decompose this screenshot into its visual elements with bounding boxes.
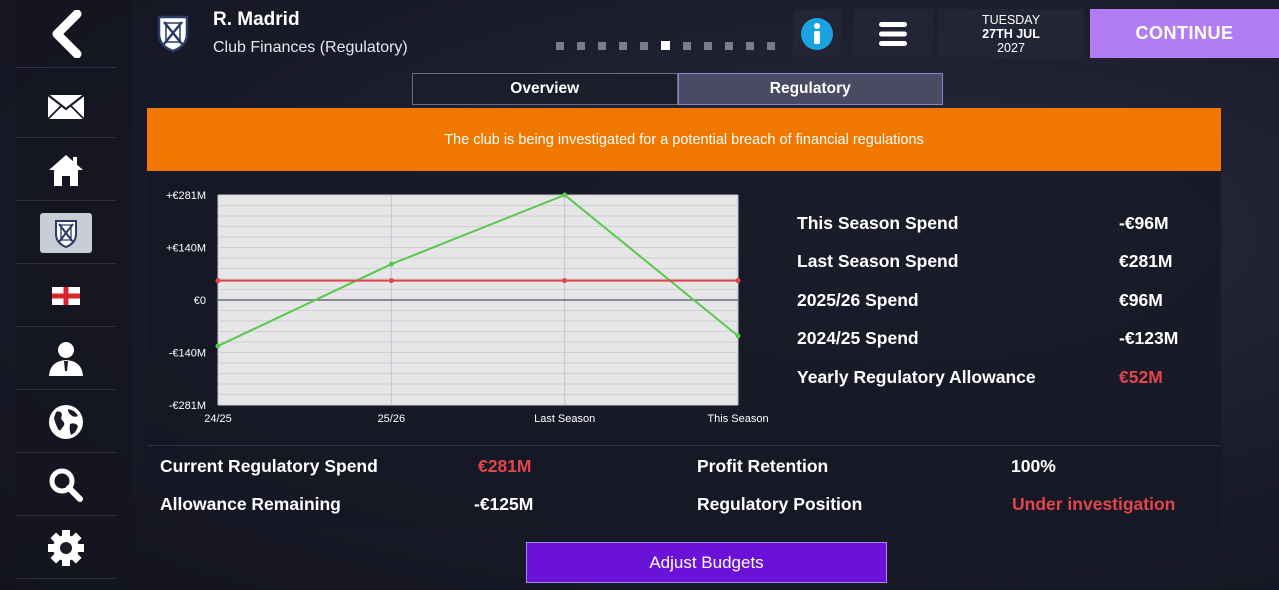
adjust-budgets-button[interactable]: Adjust Budgets bbox=[526, 542, 887, 583]
profit-retention-value: 100% bbox=[1011, 456, 1056, 476]
divider bbox=[147, 445, 1221, 446]
page-dot bbox=[767, 42, 775, 50]
page-indicator bbox=[556, 41, 775, 50]
page-dot bbox=[619, 42, 627, 50]
england-flag-icon bbox=[52, 286, 80, 305]
club-crest-icon bbox=[157, 15, 189, 53]
sidebar-item-inbox[interactable] bbox=[16, 76, 116, 138]
data-point bbox=[562, 278, 568, 284]
stat-value: -€123M bbox=[1119, 328, 1179, 348]
y-tick-label: €0 bbox=[194, 295, 206, 307]
date-day: TUESDAY bbox=[981, 13, 1041, 27]
regulatory-position-value: Under investigation bbox=[1012, 494, 1176, 514]
club-name: R. Madrid bbox=[213, 9, 300, 30]
data-point bbox=[388, 278, 394, 284]
stat-value: €281M bbox=[1119, 251, 1173, 271]
hamburger-menu-icon bbox=[879, 21, 907, 46]
y-tick-label: +€281M bbox=[166, 190, 206, 202]
page-dot bbox=[746, 42, 754, 50]
regulatory-position-label: Regulatory Position bbox=[697, 494, 863, 514]
page-dot bbox=[556, 42, 564, 50]
allowance-remaining-label: Allowance Remaining bbox=[160, 494, 341, 514]
mail-icon bbox=[47, 93, 85, 120]
sidebar-item-search[interactable] bbox=[16, 454, 116, 516]
home-icon bbox=[49, 154, 83, 186]
data-point bbox=[735, 333, 741, 339]
x-tick-label: 24/25 bbox=[204, 413, 232, 425]
sidebar-item-nation[interactable] bbox=[16, 265, 116, 327]
stat-label: 2024/25 Spend bbox=[797, 328, 919, 348]
x-tick-label: This Season bbox=[707, 413, 768, 425]
data-point bbox=[215, 343, 221, 349]
page-dot bbox=[577, 42, 585, 50]
sidebar-item-manager[interactable] bbox=[16, 328, 116, 390]
y-tick-label: +€140M bbox=[166, 243, 206, 255]
date-year: 2027 bbox=[997, 41, 1025, 55]
menu-button[interactable] bbox=[853, 9, 933, 58]
stat-row: 2025/26 Spend €96M bbox=[797, 290, 1197, 311]
game-date: TUESDAY 27TH JUL 2027 bbox=[938, 9, 1084, 58]
page-dot bbox=[725, 42, 733, 50]
search-icon bbox=[49, 468, 83, 502]
club-crest bbox=[156, 14, 190, 57]
profit-retention-label: Profit Retention bbox=[697, 456, 829, 476]
page-dot bbox=[598, 42, 606, 50]
stat-label: Last Season Spend bbox=[797, 251, 959, 271]
tab-overview[interactable]: Overview bbox=[412, 73, 678, 105]
page-dot bbox=[640, 42, 648, 50]
investigation-banner: The club is being investigated for a pot… bbox=[147, 108, 1221, 171]
settings-icon bbox=[48, 529, 84, 566]
info-icon bbox=[801, 17, 833, 50]
sidebar-item-home[interactable] bbox=[16, 139, 116, 201]
y-tick-label: -€281M bbox=[169, 400, 206, 412]
stat-value: €52M bbox=[1119, 367, 1163, 387]
sidebar bbox=[16, 0, 132, 590]
stat-label: This Season Spend bbox=[797, 213, 959, 233]
stat-label: Yearly Regulatory Allowance bbox=[797, 367, 1036, 387]
allowance-remaining-value: -€125M bbox=[474, 494, 534, 514]
continue-button[interactable]: CONTINUE bbox=[1090, 9, 1279, 58]
stat-row: Yearly Regulatory Allowance €52M bbox=[797, 367, 1197, 388]
data-point bbox=[388, 261, 394, 267]
stat-label: 2025/26 Spend bbox=[797, 290, 919, 310]
page-dot bbox=[683, 42, 691, 50]
current-spend-value: €281M bbox=[478, 456, 532, 476]
page-dot bbox=[704, 42, 712, 50]
back-icon bbox=[52, 9, 82, 58]
stat-value: €96M bbox=[1119, 290, 1163, 310]
globe-icon bbox=[49, 404, 83, 439]
stat-row: This Season Spend -€96M bbox=[797, 213, 1197, 234]
page-title: Club Finances (Regulatory) bbox=[213, 39, 408, 56]
sidebar-item-settings[interactable] bbox=[16, 517, 116, 579]
date-date: 27TH JUL bbox=[982, 27, 1040, 41]
info-button[interactable] bbox=[793, 9, 841, 58]
back-button[interactable] bbox=[16, 0, 116, 68]
current-spend-label: Current Regulatory Spend bbox=[160, 456, 378, 476]
series-line bbox=[217, 193, 739, 347]
y-tick-label: -€140M bbox=[169, 348, 206, 360]
stat-row: 2024/25 Spend -€123M bbox=[797, 328, 1197, 349]
data-point bbox=[562, 192, 568, 198]
manager-icon bbox=[49, 341, 83, 376]
data-point bbox=[735, 278, 741, 284]
page-dot bbox=[661, 41, 670, 50]
stat-row: Last Season Spend €281M bbox=[797, 251, 1197, 272]
data-point bbox=[215, 278, 221, 284]
x-tick-label: Last Season bbox=[534, 413, 595, 425]
sidebar-item-club[interactable] bbox=[16, 202, 116, 264]
x-tick-label: 25/26 bbox=[378, 413, 406, 425]
tab-regulatory[interactable]: Regulatory bbox=[677, 73, 943, 105]
sidebar-item-world[interactable] bbox=[16, 391, 116, 453]
tab-bar: Overview Regulatory bbox=[412, 73, 943, 105]
stat-value: -€96M bbox=[1119, 213, 1169, 233]
club-crest-icon bbox=[55, 219, 77, 248]
active-highlight bbox=[40, 212, 92, 253]
